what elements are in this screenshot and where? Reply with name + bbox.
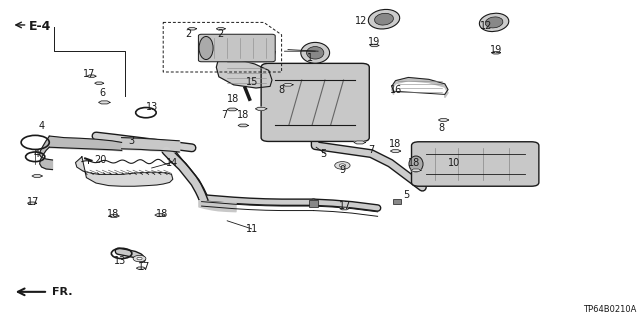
Polygon shape [283, 84, 293, 86]
Text: E-4: E-4 [29, 20, 51, 33]
Text: 12: 12 [480, 20, 492, 31]
Text: 6: 6 [99, 88, 106, 98]
Text: 3: 3 [128, 136, 134, 146]
Polygon shape [109, 215, 119, 217]
Text: 11: 11 [246, 224, 259, 234]
Text: 5: 5 [403, 190, 410, 200]
Text: 9: 9 [339, 164, 346, 175]
Text: 1: 1 [307, 52, 314, 63]
Polygon shape [188, 28, 196, 30]
Ellipse shape [307, 47, 324, 59]
Polygon shape [95, 82, 104, 84]
Ellipse shape [199, 36, 213, 60]
Text: 8: 8 [278, 84, 285, 95]
Text: 17: 17 [83, 68, 95, 79]
FancyBboxPatch shape [412, 142, 539, 186]
Circle shape [133, 255, 146, 262]
Ellipse shape [374, 13, 394, 25]
Polygon shape [438, 119, 449, 121]
Text: 14: 14 [166, 158, 179, 168]
Polygon shape [216, 58, 272, 88]
Text: 17: 17 [339, 201, 351, 212]
Ellipse shape [485, 17, 503, 28]
Polygon shape [255, 107, 267, 110]
Polygon shape [87, 75, 96, 77]
Polygon shape [392, 77, 448, 98]
Text: 17: 17 [138, 262, 150, 272]
Polygon shape [238, 124, 248, 127]
Text: 18: 18 [156, 209, 168, 220]
Polygon shape [227, 108, 237, 111]
FancyBboxPatch shape [261, 63, 369, 141]
Text: 19: 19 [490, 44, 502, 55]
Text: 8: 8 [438, 123, 445, 133]
Text: 18: 18 [388, 139, 401, 149]
Polygon shape [216, 28, 225, 30]
Text: 13: 13 [114, 256, 126, 266]
Text: 5: 5 [320, 148, 326, 159]
Text: 20: 20 [95, 155, 107, 165]
Polygon shape [492, 52, 500, 54]
Circle shape [137, 257, 142, 260]
Ellipse shape [409, 156, 423, 172]
FancyBboxPatch shape [198, 34, 275, 62]
Polygon shape [155, 214, 165, 216]
Text: 4: 4 [33, 148, 40, 159]
Polygon shape [99, 101, 110, 104]
Text: FR.: FR. [52, 287, 73, 297]
Text: 17: 17 [27, 196, 39, 207]
Text: 10: 10 [448, 158, 460, 168]
Bar [393, 199, 401, 204]
Text: 18: 18 [408, 158, 420, 168]
Text: 18: 18 [237, 110, 249, 120]
Text: 16: 16 [390, 84, 403, 95]
Polygon shape [76, 157, 173, 186]
Text: 15: 15 [246, 76, 259, 87]
Text: 2: 2 [218, 28, 224, 39]
Polygon shape [370, 44, 379, 47]
Text: 4: 4 [38, 121, 45, 132]
Polygon shape [32, 175, 42, 177]
Ellipse shape [368, 9, 400, 29]
Polygon shape [136, 267, 145, 269]
Circle shape [339, 164, 346, 167]
Text: 13: 13 [146, 102, 158, 112]
Ellipse shape [301, 43, 330, 63]
Polygon shape [411, 169, 421, 172]
Text: 7: 7 [368, 145, 374, 156]
Text: TP64B0210A: TP64B0210A [584, 305, 637, 314]
Text: 18: 18 [227, 94, 239, 104]
Polygon shape [40, 136, 52, 170]
Polygon shape [354, 141, 365, 144]
Circle shape [335, 162, 350, 169]
Text: 19: 19 [368, 36, 380, 47]
Text: 18: 18 [107, 209, 119, 220]
Text: 7: 7 [221, 110, 227, 120]
Text: 12: 12 [355, 16, 367, 26]
Polygon shape [340, 207, 349, 210]
Polygon shape [390, 150, 401, 152]
Bar [309, 200, 318, 207]
Ellipse shape [479, 13, 509, 32]
Polygon shape [216, 44, 275, 58]
Text: 2: 2 [186, 28, 192, 39]
Polygon shape [28, 202, 36, 204]
